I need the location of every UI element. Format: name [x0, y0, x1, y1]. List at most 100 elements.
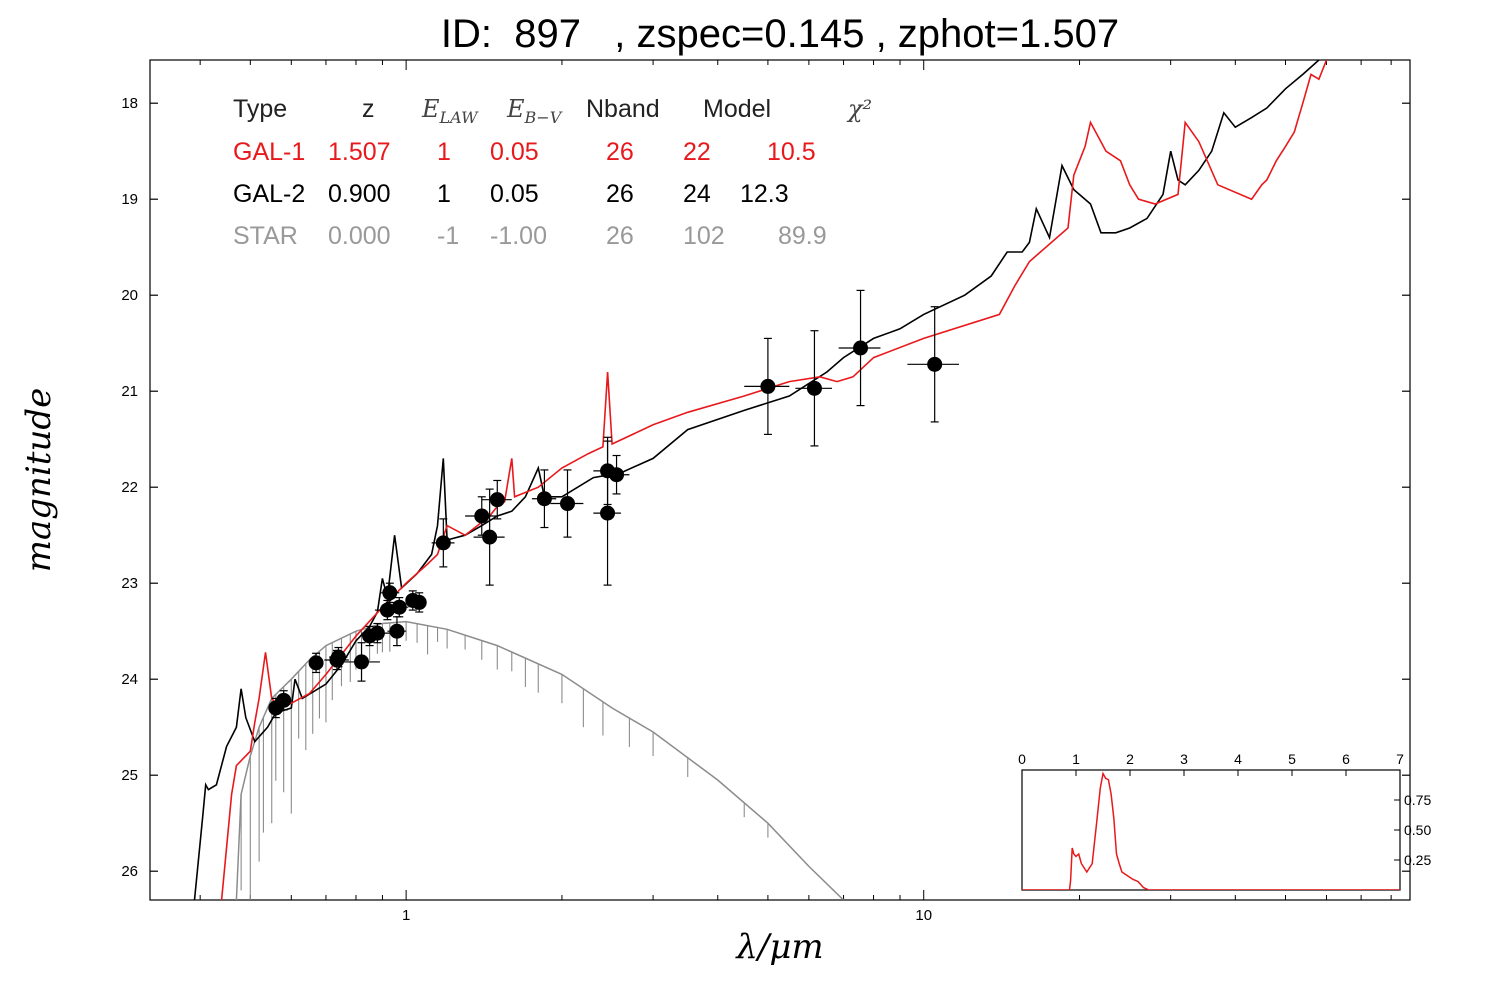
inset-y-tick-label: 0.25: [1404, 852, 1431, 868]
photometry-point: [593, 440, 621, 586]
series-line-star: [235, 620, 845, 900]
photometry-point: [411, 592, 427, 613]
x-axis-label: λ/μm: [734, 927, 823, 967]
y-tick-label: 18: [121, 95, 138, 112]
series-line-gal-1: [220, 60, 1328, 900]
y-tick-label: 20: [121, 287, 138, 304]
inset-x-tick-label: 5: [1288, 751, 1296, 767]
y-tick-label: 21: [121, 383, 138, 400]
photometry-point: [431, 518, 455, 568]
photometry-points: [268, 289, 960, 719]
table-cell-nband: 26: [606, 180, 634, 208]
table-cell-nband: 26: [606, 222, 634, 250]
photometry-point: [795, 330, 833, 447]
photometry-point: [602, 454, 630, 495]
inset-x-tick-label: 0: [1018, 751, 1026, 767]
inset-x-tick-label: 6: [1342, 751, 1350, 767]
photometry-point: [907, 306, 960, 423]
table-cell-z: 0.900: [328, 180, 391, 208]
y-tick-label: 25: [121, 767, 138, 784]
table-header-model: Model: [703, 95, 771, 123]
table-header-elaw: ELAW: [421, 95, 479, 127]
data-marker: [389, 623, 405, 639]
table-cell-elaw: 1: [437, 138, 451, 166]
table-cell-ebv: 0.05: [490, 138, 539, 166]
data-marker: [482, 529, 498, 545]
table-cell-type: STAR: [233, 222, 298, 250]
inset-x-tick-label: 1: [1072, 751, 1080, 767]
table-header-z: z: [362, 95, 375, 123]
table-cell-ebv: 0.05: [490, 180, 539, 208]
chart-title: ID: 897 , zspec=0.145 , zphot=1.507: [440, 12, 1120, 56]
photometry-point: [531, 469, 557, 529]
table-cell-chi2: 10.5: [767, 138, 816, 166]
photometry-point: [481, 479, 512, 520]
data-marker: [559, 496, 575, 512]
inset-x-tick-label: 3: [1180, 751, 1188, 767]
y-tick-label: 23: [121, 575, 138, 592]
inset-x-tick-label: 7: [1396, 751, 1404, 767]
photometry-point: [744, 337, 790, 435]
x-axis: 1 10: [199, 60, 1392, 924]
data-marker: [379, 602, 395, 618]
fit-table: Type z ELAW EB−V Nband Model χ² GAL-1 1.5…: [233, 95, 872, 250]
data-marker: [330, 649, 346, 665]
data-marker: [474, 508, 490, 524]
y-tick-label: 19: [121, 191, 138, 208]
photometry-point: [361, 622, 393, 644]
data-marker: [853, 340, 869, 356]
table-header-ebv: EB−V: [506, 95, 563, 127]
data-marker: [806, 380, 822, 396]
plot-frame: [149, 59, 1411, 901]
data-marker: [760, 378, 776, 394]
photometry-point: [379, 582, 400, 604]
data-marker: [369, 625, 385, 641]
inset-y-tick-label: 0.75: [1404, 792, 1431, 808]
data-marker: [354, 654, 370, 670]
table-cell-type: GAL-2: [233, 180, 305, 208]
data-marker: [600, 505, 616, 521]
photometry-point: [308, 652, 324, 674]
inset-frame: [1021, 769, 1401, 891]
photometry-point: [838, 289, 881, 407]
pdz-inset: 0 1 2 3 4 5 6 7 0.25 0.50 0.75: [1018, 751, 1431, 891]
data-marker: [276, 692, 292, 708]
data-marker: [411, 594, 427, 610]
inset-x-tick-label: 2: [1126, 751, 1134, 767]
data-marker: [382, 585, 398, 601]
photometry-point: [550, 469, 584, 538]
data-marker: [489, 492, 505, 508]
table-cell-elaw: 1: [437, 180, 451, 208]
inset-y-tick-label: 0.50: [1404, 822, 1431, 838]
photometry-point: [276, 690, 292, 711]
table-cell-model: 102: [683, 222, 725, 250]
table-cell-z: 0.000: [328, 222, 391, 250]
x-tick-label: 10: [915, 907, 932, 924]
table-cell-model: 22: [683, 138, 711, 166]
table-header-type: Type: [233, 95, 287, 123]
y-tick-label: 22: [121, 479, 138, 496]
table-cell-chi2: 12.3: [740, 180, 789, 208]
y-axis-label: magnitude: [19, 388, 59, 573]
inset-pdz-line: [1022, 771, 1400, 890]
photometry-point: [389, 596, 409, 618]
table-header-chi2: χ²: [846, 95, 872, 123]
photometry-point: [341, 642, 380, 682]
table-cell-type: GAL-1: [233, 138, 305, 166]
table-cell-model: 24: [683, 180, 711, 208]
data-marker: [435, 535, 451, 551]
data-marker: [536, 491, 552, 507]
table-cell-elaw: -1: [437, 222, 459, 250]
star-absorption-lines: [240, 621, 769, 900]
y-tick-label: 24: [121, 671, 138, 688]
x-tick-label: 1: [402, 907, 410, 924]
table-cell-chi2: 89.9: [778, 222, 827, 250]
photometry-point: [329, 646, 348, 668]
inset-x-tick-label: 4: [1234, 751, 1242, 767]
data-marker: [308, 655, 324, 671]
photometry-point: [465, 496, 498, 536]
photometry-point: [473, 488, 505, 586]
data-marker: [927, 356, 943, 372]
